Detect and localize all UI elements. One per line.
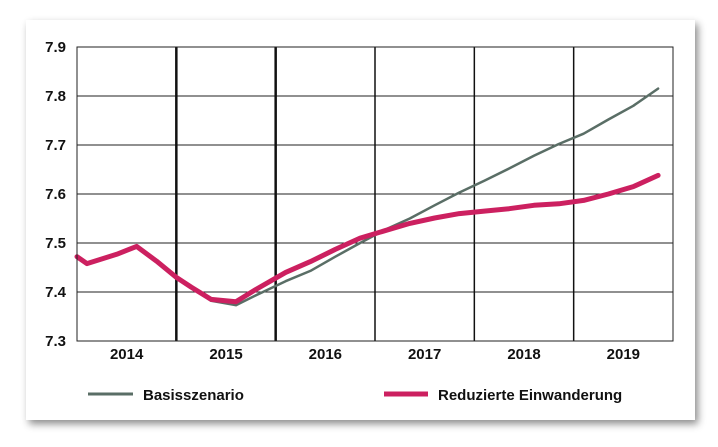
x-tick-label-2014: 2014 — [110, 346, 144, 363]
chart-card — [26, 20, 695, 420]
series-line-reduzierte-einwanderung — [74, 172, 661, 305]
legend-item-basisszenario: Basisszenario — [88, 387, 244, 404]
y-tick-label-3: 7.6 — [45, 186, 66, 203]
x-tick-label-2018: 2018 — [507, 346, 540, 363]
series-lines — [74, 87, 661, 307]
x-tick-label-2019: 2019 — [607, 346, 640, 363]
x-tick-label-2016: 2016 — [309, 346, 342, 363]
legend-label-reduzierte-einwanderung: Reduzierte Einwanderung — [438, 387, 622, 404]
legend-item-reduzierte-einwanderung: Reduzierte Einwanderung — [384, 387, 622, 404]
y-axis-tick-labels: 7.3 7.4 7.5 7.6 7.7 7.8 7.9 — [45, 39, 67, 350]
x-tick-label-2017: 2017 — [408, 346, 441, 363]
year-separators — [175, 47, 575, 341]
y-tick-label-1: 7.4 — [45, 284, 67, 301]
plot-border — [76, 46, 674, 342]
legend: Basisszenario Reduzierte Einwanderung — [88, 387, 622, 404]
y-tick-label-0: 7.3 — [45, 333, 66, 350]
plot-area: 7.37.47.57.67.77.87.9 2014 2015 2016 2017 20… — [45, 39, 674, 363]
y-tick-label-5: 7.8 — [45, 88, 66, 105]
y-tick-label-6: 7.9 — [45, 39, 66, 56]
y-tick-label-2: 7.5 — [45, 235, 66, 252]
y-tick-label-4: 7.7 — [45, 137, 66, 154]
x-tick-label-2015: 2015 — [209, 346, 242, 363]
legend-label-basisszenario: Basisszenario — [143, 387, 244, 404]
x-axis-tick-labels: 2014 2015 2016 2017 2018 2019 — [110, 346, 640, 363]
